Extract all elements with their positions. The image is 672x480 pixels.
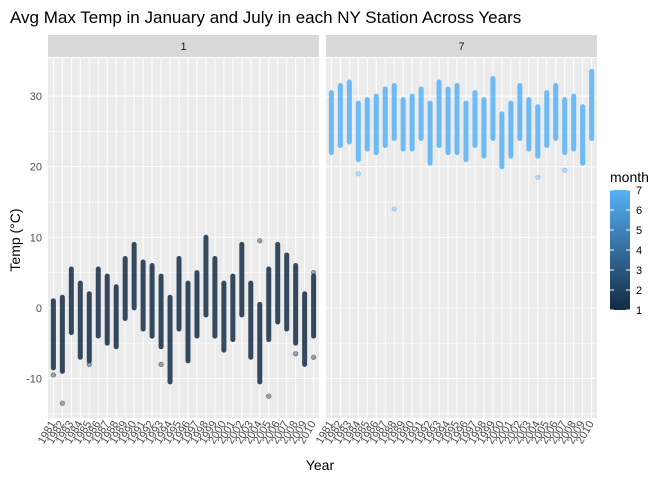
- x-axis-title: Year: [306, 457, 335, 473]
- data-point: [86, 361, 92, 367]
- facet-panel: 7198119821983198419851986198719881989199…: [314, 35, 597, 446]
- y-axis-title: Temp (°C): [7, 208, 23, 271]
- data-point: [293, 351, 299, 357]
- y-tick-label: 30: [30, 91, 42, 103]
- facet-panel: 1198119821983198419851986198719881989199…: [36, 35, 319, 446]
- y-tick-label: 20: [30, 162, 42, 174]
- facet-strip: [48, 35, 319, 57]
- chart-title: Avg Max Temp in January and July in each…: [10, 8, 521, 27]
- legend-tick-label: 6: [636, 205, 642, 217]
- legend-tick-label: 1: [636, 305, 642, 317]
- data-point: [311, 269, 317, 276]
- data-point: [391, 206, 397, 212]
- y-tick-label: 0: [36, 303, 42, 315]
- legend: month 1 2 3 4 5 6 7: [610, 169, 649, 317]
- data-point: [535, 174, 541, 180]
- data-point: [257, 238, 263, 244]
- legend-title: month: [610, 169, 649, 185]
- data-point: [562, 167, 568, 173]
- legend-tick-label: 3: [636, 265, 642, 277]
- facet-panels: -10 0 10 20 30119811982198319841985198619871…: [26, 35, 597, 446]
- facet-strip-label: 1: [180, 41, 186, 53]
- legend-colorbar: [610, 190, 630, 310]
- legend-tick-label: 5: [636, 225, 642, 237]
- panel-background: [326, 58, 597, 418]
- legend-tick-label: 7: [636, 185, 642, 197]
- y-tick-label: 10: [30, 232, 42, 244]
- facet-strip: [326, 35, 597, 57]
- legend-tick-label: 4: [636, 245, 642, 257]
- data-point: [158, 361, 164, 367]
- data-point: [266, 393, 272, 399]
- data-point: [311, 354, 317, 360]
- data-point: [59, 400, 65, 406]
- legend-tick-label: 2: [636, 285, 642, 297]
- data-point: [50, 372, 56, 378]
- data-point: [355, 171, 361, 177]
- facet-strip-label: 7: [458, 41, 464, 53]
- y-tick-label: -10: [26, 373, 42, 385]
- panel-background: [48, 58, 319, 418]
